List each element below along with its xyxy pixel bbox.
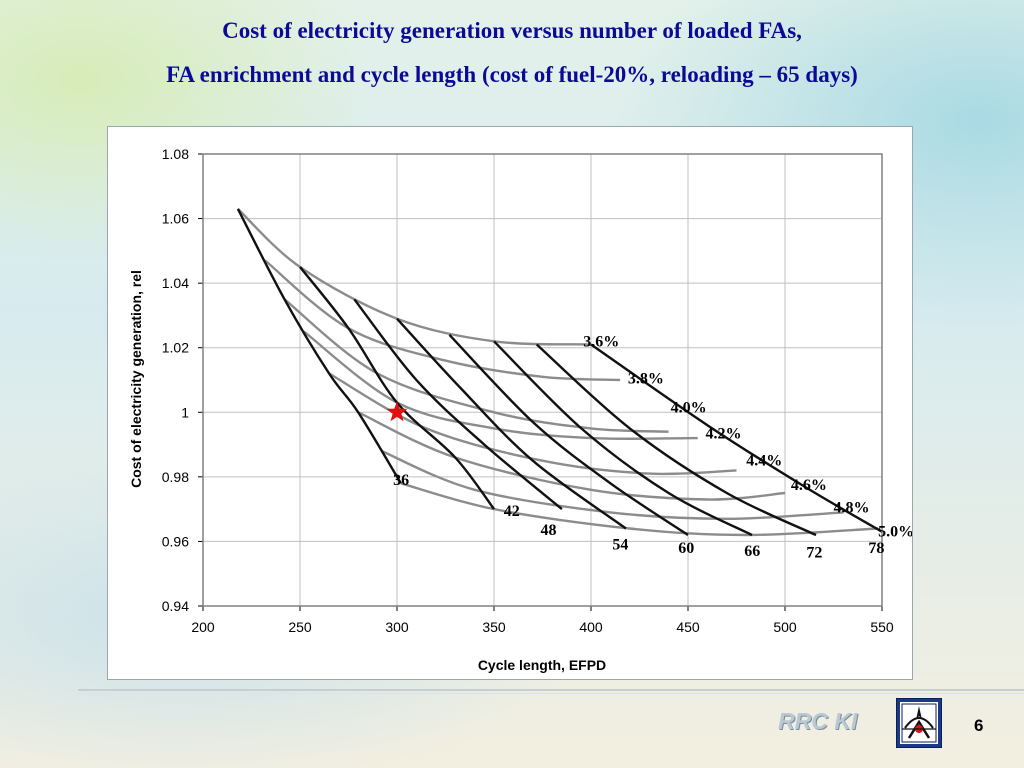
fa-count-label: 78 [868, 540, 884, 557]
enrichment-label: 4.2% [706, 425, 742, 442]
chart-panel: 200 250 300 350 400 450 500 550 0.94 0.96 0.98 1 1.0… [107, 126, 913, 680]
fa-count-line-36 [236, 208, 402, 484]
fa-count-line-66 [493, 340, 753, 537]
fa-count-line-78 [590, 343, 883, 533]
enrichment-curve-5-0pct [400, 482, 879, 537]
plot-frame [202, 153, 883, 607]
y-tick-label: 1 [181, 404, 189, 420]
enrichment-label: 4.6% [791, 477, 827, 494]
enrichment-label: 4.4% [746, 453, 782, 470]
curves [236, 208, 883, 537]
fa-count-label: 36 [393, 472, 409, 489]
y-tick-label: 0.96 [162, 533, 189, 549]
x-tick-label: 500 [773, 619, 797, 635]
enrichment-label: 5.0% [878, 524, 912, 541]
y-axis-label: Cost of electricity generation, rel [128, 270, 144, 488]
x-tick-label: 400 [579, 619, 603, 635]
fa-count-line-54 [396, 317, 627, 530]
footer-divider-thin [78, 693, 1024, 694]
enrichment-curve-4-8pct [381, 449, 844, 521]
x-axis-label: Cycle length, EFPD [478, 657, 606, 673]
fa-count-label: 66 [744, 543, 760, 560]
enrichment-curve-3-6pct [237, 208, 592, 346]
x-tick-label: 250 [288, 619, 312, 635]
organization-name: RRC KI [778, 708, 858, 734]
fa-count-label: 60 [678, 540, 694, 557]
cost-vs-cycle-length-chart: 200 250 300 350 400 450 500 550 0.94 0.96 0.98 1 1.0… [128, 146, 912, 673]
page-number: 6 [974, 716, 984, 735]
x-tick-label: 550 [870, 619, 894, 635]
x-tick-label: 450 [676, 619, 700, 635]
footer-divider [78, 689, 1024, 691]
y-tick-label: 1.06 [162, 211, 189, 227]
rrc-ki-logo-icon [896, 698, 942, 748]
page-title-line-1: Cost of electricity generation versus nu… [222, 18, 802, 43]
enrichment-label: 4.0% [671, 399, 707, 416]
x-tick-label: 350 [482, 619, 506, 635]
axes: 200 250 300 350 400 450 500 550 0.94 0.96 0.98 1 1.0… [162, 146, 894, 635]
curve-labels: 3.6% 3.8% 4.0% 4.2%4.4% 4.6% 4.8% 5.0% 36 42 48 54… [386, 333, 912, 562]
page-title-line-2: FA enrichment and cycle length (cost of … [166, 62, 858, 87]
fa-count-line-72 [535, 343, 817, 537]
enrichment-label: 3.6% [583, 333, 619, 350]
enrichment-label: 4.8% [834, 500, 870, 517]
x-tick-label: 200 [191, 619, 215, 635]
enrichment-curve-4-2pct [303, 330, 698, 441]
x-tick-label: 300 [385, 619, 409, 635]
enrichment-curve-3-8pct [264, 259, 621, 382]
enrichment-curve-4-6pct [357, 411, 786, 501]
enrichment-curve-4-0pct [283, 298, 669, 433]
fa-count-line-60 [448, 333, 689, 536]
fa-count-label: 48 [541, 522, 557, 539]
enrichment-label: 3.8% [628, 370, 664, 387]
y-tick-label: 1.08 [162, 146, 189, 162]
fa-count-line-48 [353, 298, 563, 511]
y-tick-label: 0.98 [162, 469, 189, 485]
enrichment-curve-4-4pct [328, 372, 737, 476]
operating-point-star-icon [386, 401, 408, 422]
fa-count-label: 72 [806, 545, 822, 562]
y-tick-label: 1.04 [162, 275, 189, 291]
fa-count-label: 54 [612, 537, 628, 554]
y-tick-label: 1.02 [162, 340, 189, 356]
y-tick-label: 0.94 [162, 598, 189, 614]
fa-count-label: 42 [504, 503, 520, 520]
